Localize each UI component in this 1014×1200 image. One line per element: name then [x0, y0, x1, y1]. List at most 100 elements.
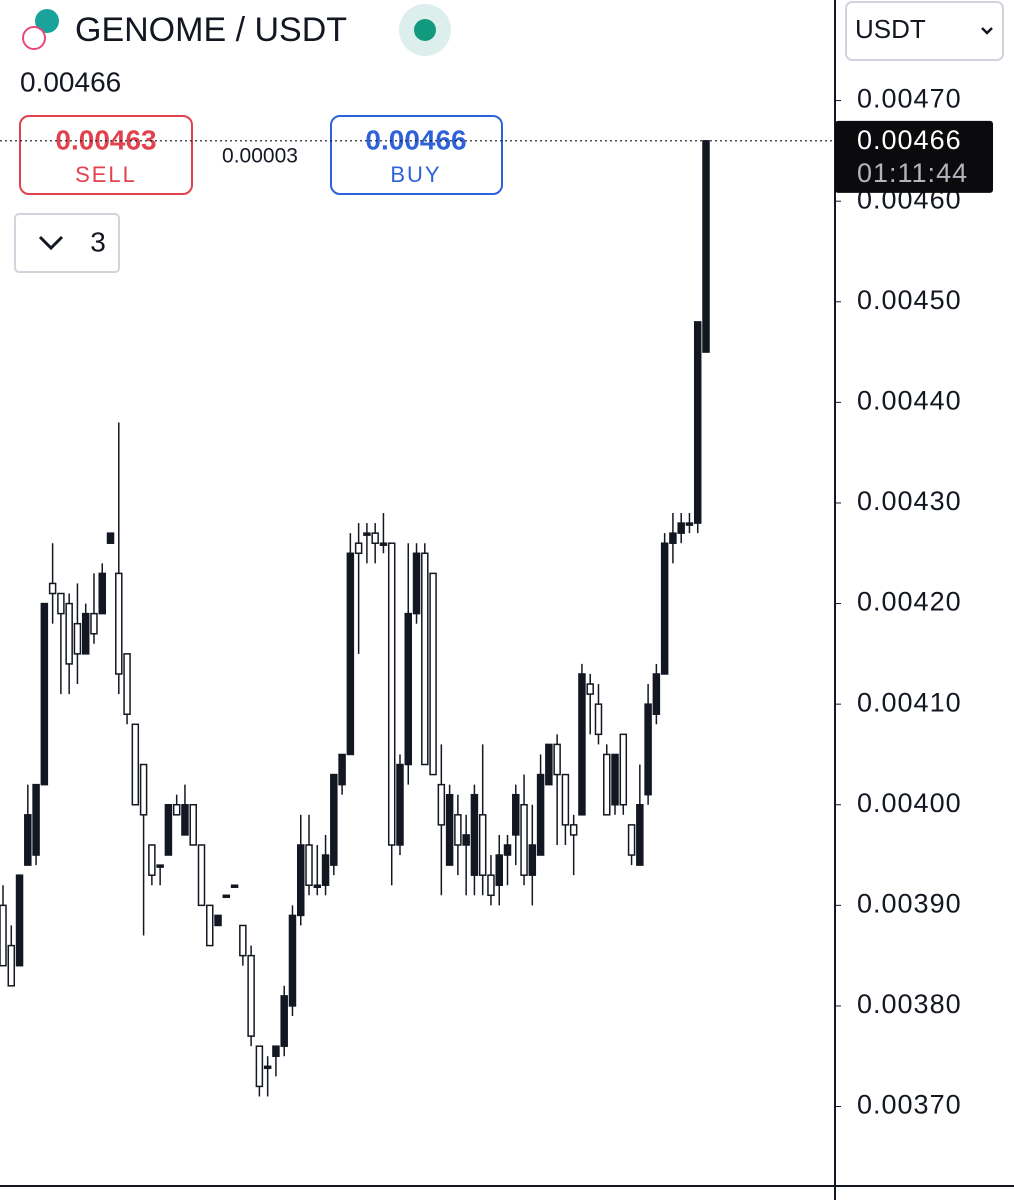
y-tick-label: 0.00440 — [857, 386, 962, 416]
candle-body — [603, 753, 611, 816]
candle-body — [239, 924, 247, 957]
candle-body — [139, 763, 148, 816]
candle-body — [495, 854, 503, 886]
y-tick-label: 0.00410 — [857, 687, 962, 717]
collapse-count: 3 — [90, 226, 106, 257]
candle-body — [172, 804, 181, 816]
candle-body — [247, 954, 255, 1037]
candle-body — [7, 944, 16, 987]
candle-body — [429, 572, 437, 776]
pair-title: GENOME / USDT — [75, 11, 347, 49]
collapse-button[interactable] — [14, 213, 120, 273]
candle-body — [404, 612, 413, 766]
sell-button[interactable] — [19, 115, 193, 195]
candle-body — [644, 703, 652, 796]
candle-body — [371, 532, 379, 544]
candle-body — [528, 844, 537, 876]
currency-label: USDT — [855, 14, 926, 44]
candle-body — [330, 773, 338, 866]
price-axis: 0.00370 0.00380 0.00390 0.00400 0.00410 0.004… — [835, 84, 962, 1120]
candle-body — [470, 793, 479, 876]
buy-label: BUY — [390, 162, 441, 187]
candle-body — [346, 552, 355, 756]
candle-body — [586, 683, 594, 695]
candle-body — [445, 793, 454, 866]
candle-body — [197, 844, 206, 907]
candle-body — [263, 1065, 272, 1070]
candle-body — [48, 582, 57, 595]
dropdown-icon — [981, 27, 993, 35]
candle-body — [81, 612, 90, 655]
candle-body — [553, 743, 561, 776]
y-tick-label: 0.00420 — [857, 587, 962, 617]
buy-price: 0.00466 — [365, 124, 466, 155]
candle-body — [512, 793, 520, 836]
current-price: 0.00466 — [20, 66, 121, 97]
candle-body — [123, 653, 131, 715]
candle-body — [520, 804, 528, 876]
candle-body — [288, 914, 297, 1007]
candle-body — [65, 602, 73, 665]
candle-body — [106, 532, 115, 544]
candle-body — [115, 572, 123, 675]
candle-body — [206, 904, 214, 947]
candle-body — [40, 602, 49, 786]
candle-body — [619, 733, 628, 806]
candle-body — [660, 542, 669, 675]
candle-body — [148, 844, 156, 876]
candle-body — [437, 783, 446, 826]
candle-body — [561, 773, 570, 826]
candle-body — [338, 753, 346, 786]
candles — [0, 140, 710, 1097]
candle-body — [255, 1045, 264, 1088]
candle-body — [214, 914, 222, 927]
candle-body — [296, 844, 305, 917]
coin-icon — [35, 9, 59, 33]
status-dot — [414, 19, 436, 41]
candle-body — [578, 673, 586, 816]
candle-body — [503, 844, 512, 856]
candle-body — [536, 773, 545, 856]
candle-body — [32, 783, 40, 856]
candle-body — [272, 1045, 280, 1057]
candle-body — [98, 572, 106, 615]
candle-body — [454, 814, 462, 846]
candle-body — [669, 532, 677, 544]
candle-body — [685, 522, 694, 526]
candle-body — [90, 612, 98, 635]
candle-body — [421, 552, 429, 766]
candle-body — [487, 874, 495, 897]
chevron-icon — [38, 235, 64, 251]
candle-body — [222, 894, 231, 899]
candle-body — [354, 542, 363, 555]
y-tick-label: 0.00390 — [857, 888, 962, 918]
candle-body — [131, 723, 140, 806]
sell-label: SELL — [75, 162, 137, 187]
candle-body — [379, 542, 388, 546]
y-tick-label: 0.00430 — [857, 486, 962, 516]
candle-body — [462, 834, 470, 846]
candle-body — [702, 140, 710, 353]
candle-body — [321, 854, 330, 886]
currency-select[interactable] — [845, 1, 1004, 61]
candle-body — [569, 824, 578, 836]
candle-body — [636, 804, 644, 866]
candle-body — [73, 622, 82, 655]
candle-body — [230, 884, 239, 888]
candle-body — [189, 804, 197, 846]
candle-body — [24, 814, 32, 866]
y-tick-label: 0.00370 — [857, 1090, 962, 1120]
y-tick-label: 0.00470 — [857, 84, 962, 114]
y-tick-label: 0.00400 — [857, 788, 962, 818]
candle-body — [611, 753, 619, 806]
y-tick-label: 0.00380 — [857, 989, 962, 1019]
buy-button[interactable] — [330, 115, 503, 195]
candle-body — [305, 844, 313, 886]
candle-body — [181, 804, 189, 836]
candle-body — [478, 814, 487, 876]
candle-body — [387, 542, 396, 846]
last-price-badge — [835, 120, 993, 193]
candle-body — [396, 763, 404, 846]
